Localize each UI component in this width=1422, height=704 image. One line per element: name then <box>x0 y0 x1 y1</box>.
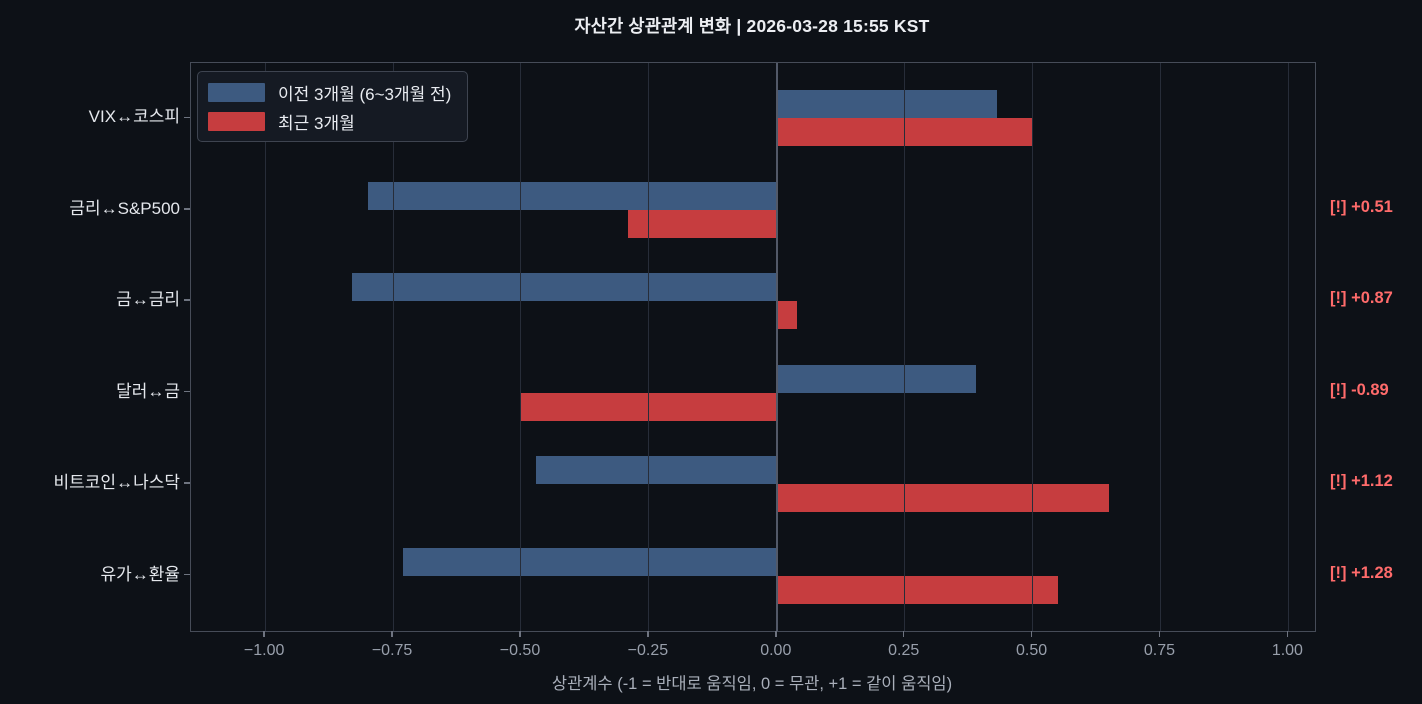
x-tick-1 <box>391 631 393 637</box>
gridline--0.5 <box>520 63 522 631</box>
x-tick-6 <box>1030 631 1033 637</box>
x-axis-label: 상관계수 (-1 = 반대로 움직임, 0 = 무관, +1 = 같이 움직임) <box>551 675 953 693</box>
gridline--1 <box>264 63 266 631</box>
change-flag-annotation-2: [!] +0.87 <box>1330 289 1393 308</box>
legend-swatch-recent-3m <box>208 111 265 131</box>
y-category-label-5: 유가↔환율 <box>100 564 180 584</box>
y-tick-4 <box>184 482 190 484</box>
legend: 이전 3개월 (6~3개월 전) 최근 3개월 <box>197 71 469 142</box>
legend-swatch-previous-3m <box>208 82 265 102</box>
bar-previous-2 <box>352 273 777 302</box>
y-tick-0 <box>184 116 190 119</box>
x-tick-label-4: 0.00 <box>760 642 792 659</box>
bar-recent-2 <box>776 301 798 330</box>
gridline-0.75 <box>1159 63 1161 631</box>
x-tick-4 <box>775 631 777 637</box>
gridline-1 <box>1287 63 1289 631</box>
x-tick-label-0: −1.00 <box>243 642 285 659</box>
chart-title: 자산간 상관관계 변화 | 2026-03-28 15:55 KST <box>574 16 930 36</box>
x-tick-7 <box>1158 631 1161 637</box>
x-tick-2 <box>519 631 521 637</box>
y-category-label-2: 금↔금리 <box>116 290 180 310</box>
y-category-label-4: 비트코인↔나스닥 <box>53 473 180 493</box>
x-tick-label-5: 0.25 <box>888 642 920 659</box>
x-tick-label-1: −0.75 <box>371 642 413 659</box>
bar-recent-4 <box>776 484 1110 513</box>
gridline--0.25 <box>648 63 650 631</box>
y-tick-5 <box>184 573 190 576</box>
y-category-label-1: 금리↔S&P500 <box>69 198 180 218</box>
bar-previous-5 <box>403 547 777 576</box>
x-tick-5 <box>902 631 905 637</box>
bar-previous-3 <box>776 364 977 393</box>
x-tick-8 <box>1286 631 1289 637</box>
x-tick-label-2: −0.50 <box>499 642 541 659</box>
bar-previous-4 <box>536 456 777 485</box>
y-tick-2 <box>184 299 190 301</box>
legend-entry-previous-3m: 이전 3개월 (6~3개월 전) <box>208 80 451 104</box>
y-category-label-0: VIX↔코스피 <box>88 107 180 127</box>
legend-label-previous-3m: 이전 3개월 (6~3개월 전) <box>278 84 452 104</box>
x-tick-label-8: 1.00 <box>1271 642 1303 659</box>
gridline-0.5 <box>1032 63 1034 631</box>
x-tick-label-6: 0.50 <box>1016 642 1048 659</box>
x-tick-label-7: 0.75 <box>1143 642 1176 659</box>
bar-recent-1 <box>628 209 777 238</box>
y-tick-3 <box>184 390 190 393</box>
change-flag-annotation-5: [!] +1.28 <box>1330 563 1393 582</box>
x-tick-label-3: −0.25 <box>627 642 669 659</box>
x-tick-0 <box>263 631 265 637</box>
change-flag-annotation-4: [!] +1.12 <box>1330 472 1393 491</box>
y-category-label-3: 달러↔금 <box>116 381 180 401</box>
gridline--0.75 <box>392 63 394 631</box>
plot-area <box>190 62 1316 632</box>
bar-previous-1 <box>367 181 777 210</box>
bar-recent-5 <box>776 575 1059 604</box>
change-flag-annotation-3: [!] -0.89 <box>1330 380 1389 399</box>
legend-entry-recent-3m: 최근 3개월 <box>208 109 451 133</box>
change-flag-annotation-1: [!] +0.51 <box>1330 197 1393 216</box>
legend-label-recent-3m: 최근 3개월 <box>278 113 355 133</box>
bar-previous-0 <box>776 90 997 119</box>
zero-line <box>775 63 778 631</box>
gridline-0.25 <box>904 63 906 631</box>
y-tick-1 <box>184 208 190 210</box>
x-tick-3 <box>647 631 649 637</box>
